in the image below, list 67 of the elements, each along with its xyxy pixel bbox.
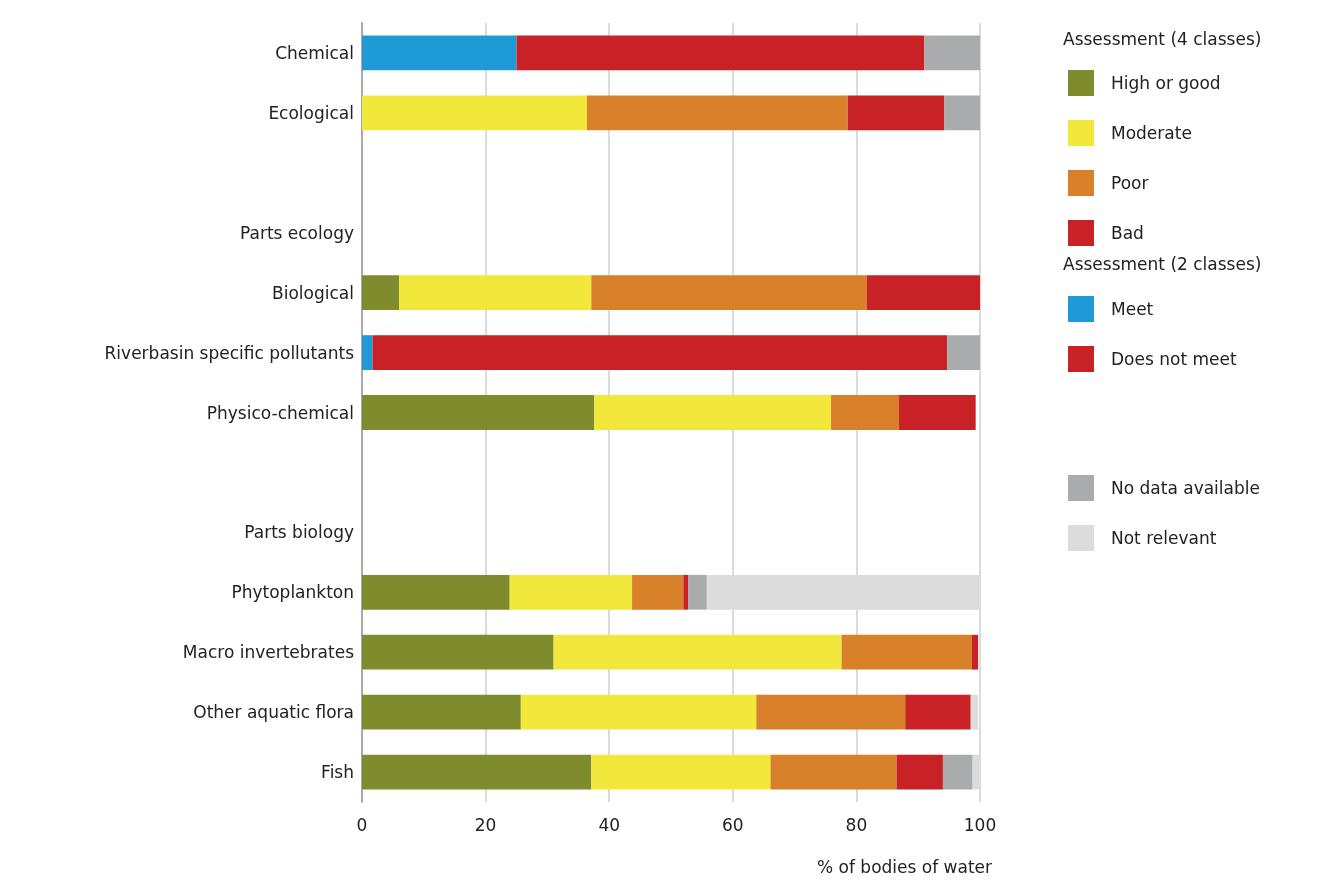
bar [594,395,832,430]
x-tick-label: 20 [474,814,497,835]
text: Assessment (2 classes) [1063,253,1262,274]
bar [586,95,848,131]
bar [683,574,689,610]
x-tick-label: 0 [356,814,368,835]
bar [362,574,510,610]
y-tick-label: Physico-chemical [206,402,354,423]
x-tick-label: 100 [963,814,997,835]
bar [942,754,973,790]
legend-title: Assessment (4 classes) [1063,28,1262,49]
bar [372,335,948,370]
y-tick-label: Other aquatic flora [193,702,354,723]
bar [362,335,373,370]
bar [944,95,980,131]
legend-label: High or good [1111,73,1221,93]
bar [831,395,900,430]
bar [591,754,771,790]
bar [971,634,979,670]
bar [899,395,976,430]
bar [841,634,972,670]
legend-label: Poor [1111,173,1149,193]
x-tick-label: 40 [598,814,621,835]
legend-label: Moderate [1111,123,1192,143]
y-tick-label: Parts ecology [239,222,354,243]
y-tick-label: Biological [272,282,354,303]
legend-label: Meet [1111,299,1154,319]
bar [362,395,595,430]
y-tick-label: Riverbasin specific pollutants [104,342,355,363]
y-tick-label: Phytoplankton [231,582,354,603]
bar [362,275,400,311]
bar [706,574,980,610]
legend-label: No data available [1111,478,1260,498]
bar [362,754,592,790]
bar [632,574,684,610]
bar [866,275,980,311]
bar [896,754,943,790]
bar [520,694,757,730]
bar [756,694,906,730]
legend-label: Not relevant [1111,528,1217,548]
bar [362,634,554,670]
bar [516,35,925,71]
bar [362,95,587,131]
bar [362,35,517,71]
y-tick-label: Chemical [275,42,354,63]
x-tick-label: 60 [721,814,744,835]
bar [770,754,897,790]
bar [688,574,707,610]
bar [972,754,980,790]
bar [509,574,633,610]
bar [553,634,842,670]
y-tick-label: Fish [321,762,354,783]
bar [362,694,521,730]
bar [399,275,592,311]
bar [947,335,980,370]
bar [905,694,971,730]
legend-label: Does not meet [1111,349,1237,369]
x-axis-title: % of bodies of water [817,856,993,877]
bar [970,694,979,730]
legend-label: Bad [1111,223,1144,243]
y-tick-label: Ecological [268,102,354,123]
bar [847,95,945,131]
y-tick-label: Parts biology [244,522,354,543]
x-tick-label: 80 [845,814,868,835]
y-tick-label: Macro invertebrates [182,642,355,663]
bar [591,275,867,311]
bar [924,35,980,71]
